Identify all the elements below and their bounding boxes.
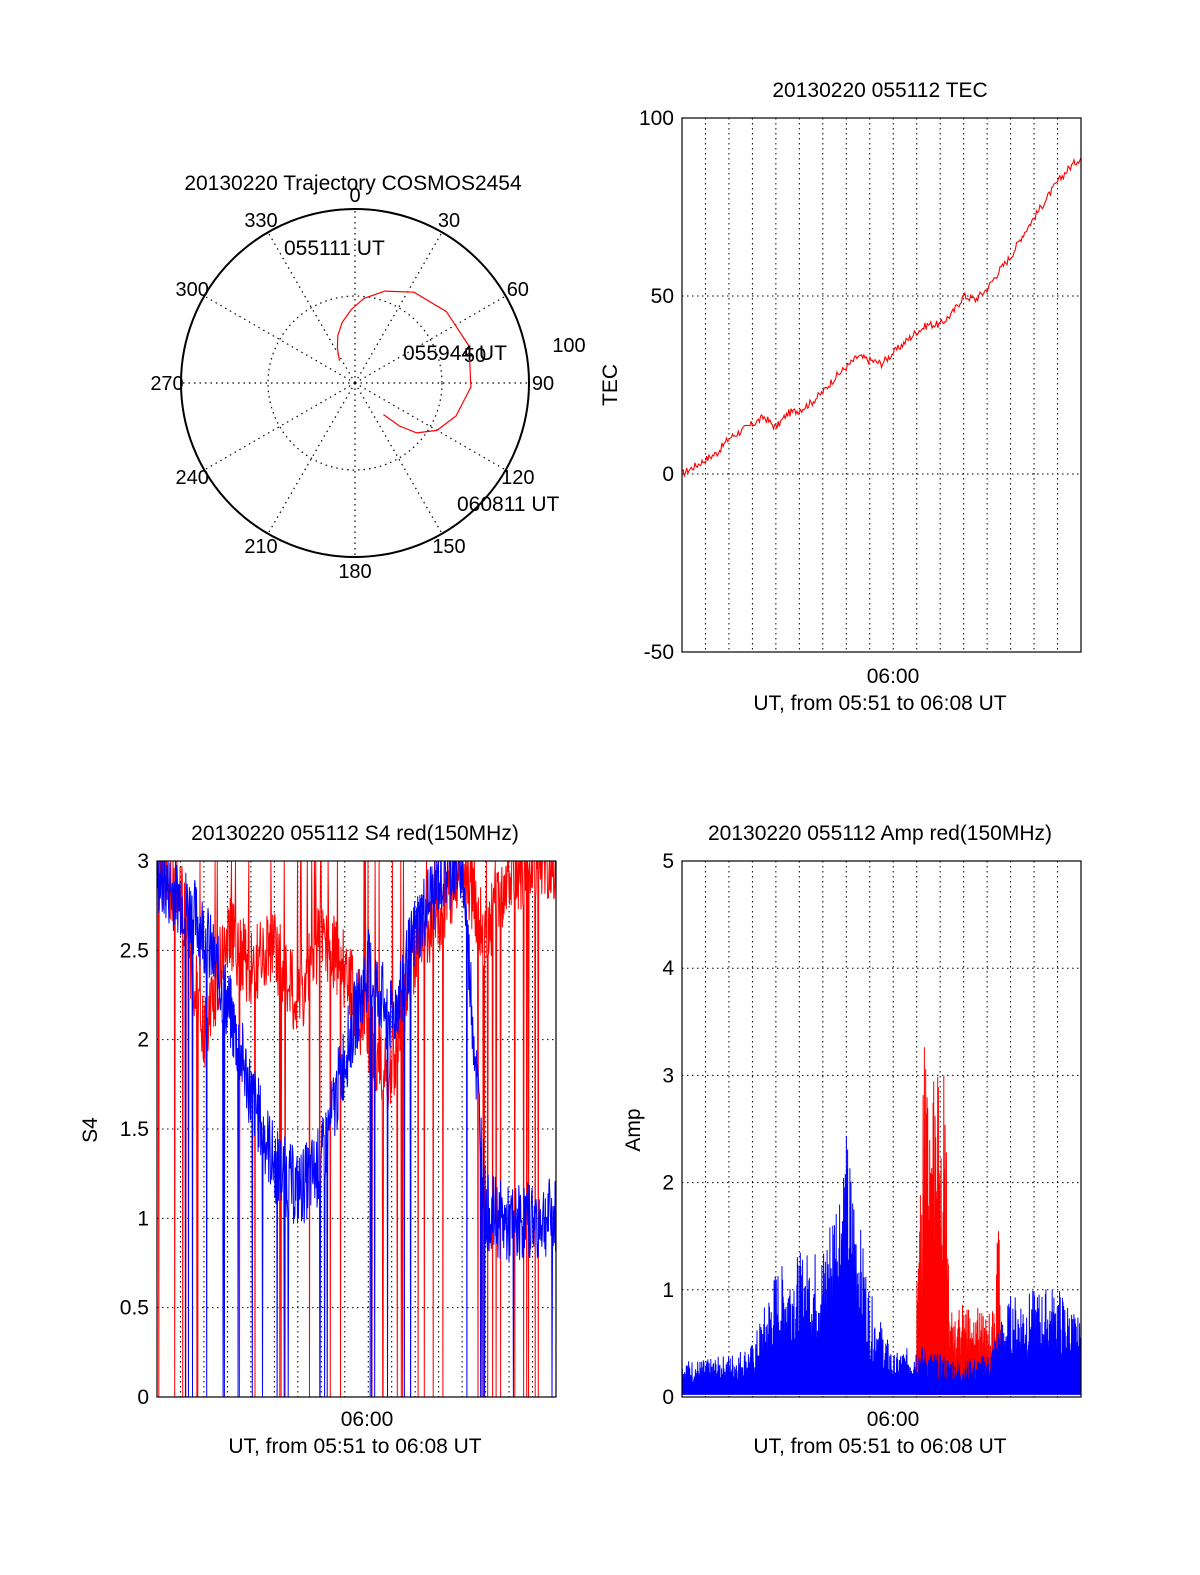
tec-plot: 20130220 055112 TEC -50 0 50 100 06:00 UT, … (599, 79, 1082, 715)
s4-xlabel: UT, from 05:51 to 06:08 UT (228, 1435, 481, 1458)
polar-azimuth-label-150: 150 (432, 536, 465, 558)
s4-series-line-blue (156, 860, 557, 1398)
s4-ytick-label-0.5: 0.5 (120, 1297, 149, 1320)
s4-title: 20130220 055112 S4 red(150MHz) (191, 822, 519, 845)
amp-series (681, 1047, 1082, 1395)
polar-azimuth-label-90: 90 (532, 373, 554, 395)
s4-ytick-label-1: 1 (137, 1207, 149, 1230)
amp-ytick-label-3: 3 (662, 1064, 674, 1087)
s4-series (156, 860, 557, 1398)
polar-spoke-30 (354, 232, 443, 384)
tec-ytick-label-0: 0 (662, 463, 674, 486)
tec-ytick-label-50: 50 (651, 285, 674, 308)
tec-xtick-0600: 06:00 (867, 665, 920, 688)
s4-yticks: 0 0.5 1 1.5 2 2.5 3 (120, 850, 149, 1409)
amp-ylabel: Amp (622, 1108, 645, 1151)
tec-ylabel: TEC (599, 364, 622, 406)
amp-xtick-0600: 06:00 (867, 1408, 920, 1431)
tec-axes-box (681, 117, 1082, 653)
polar-azimuth-label-0: 0 (349, 185, 360, 207)
amp-plot: 20130220 055112 Amp red(150MHz) 0 1 2 3 4 5 0… (622, 822, 1082, 1458)
trajectory-start-label: 055111 UT (284, 237, 385, 260)
s4-series-line-red (156, 860, 557, 1398)
s4-ytick-label-3: 3 (137, 850, 149, 873)
polar-azimuth-label-210: 210 (244, 536, 277, 558)
amp-ytick-label-4: 4 (662, 957, 674, 980)
tec-ytick-label-100: 100 (639, 107, 674, 130)
tec-ytick-label--50: -50 (644, 641, 674, 664)
tec-yticks: -50 0 50 100 (639, 107, 674, 664)
tec-series (681, 157, 1082, 478)
s4-axes-box (156, 860, 557, 1398)
s4-ytick-label-0: 0 (137, 1386, 149, 1409)
polar-spoke-300 (204, 295, 356, 384)
tec-title: 20130220 055112 TEC (772, 79, 987, 102)
polar-azimuth-label-330: 330 (244, 210, 277, 232)
polar-azimuth-label-60: 60 (507, 279, 529, 301)
polar-spoke-330 (267, 232, 356, 384)
polar-plot: 20130220 Trajectory COSMOS2454 0 30 60 90 12… (150, 172, 585, 583)
polar-azimuth-label-120: 120 (501, 467, 534, 489)
polar-grid (181, 209, 529, 557)
polar-azimuth-label-240: 240 (175, 467, 208, 489)
polar-outer-circle (180, 208, 530, 558)
polar-azimuth-label-270: 270 (150, 373, 183, 395)
s4-ytick-label-2.5: 2.5 (120, 939, 149, 962)
s4-ytick-label-1.5: 1.5 (120, 1118, 149, 1141)
trajectory-line (336, 290, 472, 434)
amp-xlabel: UT, from 05:51 to 06:08 UT (753, 1435, 1006, 1458)
trajectory-mid-label: 055944 UT (403, 342, 507, 365)
tec-grid (682, 118, 1081, 652)
amp-yticks: 0 1 2 3 4 5 (662, 850, 674, 1409)
amp-grid (682, 861, 1081, 1397)
polar-azimuth-label-30: 30 (438, 210, 460, 232)
polar-spoke-210 (267, 382, 356, 534)
polar-radial-label-100: 100 (552, 335, 585, 357)
amp-series-line-blue (681, 1135, 1082, 1395)
polar-spoke-150 (354, 382, 443, 534)
polar-spoke-60 (354, 295, 506, 384)
polar-azimuth-label-180: 180 (338, 561, 371, 583)
polar-spoke-240 (204, 382, 356, 471)
s4-ytick-label-2: 2 (137, 1029, 149, 1052)
amp-ytick-label-1: 1 (662, 1279, 674, 1302)
tec-xlabel: UT, from 05:51 to 06:08 UT (753, 692, 1006, 715)
s4-xtick-0600: 06:00 (341, 1408, 394, 1431)
amp-series-line-red (916, 1047, 1004, 1395)
polar-title: 20130220 Trajectory COSMOS2454 (184, 172, 522, 195)
trajectory-end-label: 060811 UT (457, 493, 560, 516)
s4-ylabel: S4 (79, 1117, 102, 1143)
polar-azimuth-label-300: 300 (175, 279, 208, 301)
polar-azimuth-labels: 0 30 60 90 120 150 180 210 240 270 300 330 (150, 185, 554, 583)
amp-ytick-label-0: 0 (662, 1386, 674, 1409)
polar-spoke-120 (354, 382, 506, 471)
amp-axes-box (681, 860, 1082, 1398)
polar-inner-circle (267, 295, 443, 471)
s4-plot: 20130220 055112 S4 red(150MHz) 0 0.5 1 1.5 2… (79, 822, 557, 1458)
amp-ytick-label-2: 2 (662, 1172, 674, 1195)
amp-title: 20130220 055112 Amp red(150MHz) (708, 822, 1052, 845)
tec-series-line-0 (681, 157, 1082, 478)
amp-ytick-label-5: 5 (662, 850, 674, 873)
